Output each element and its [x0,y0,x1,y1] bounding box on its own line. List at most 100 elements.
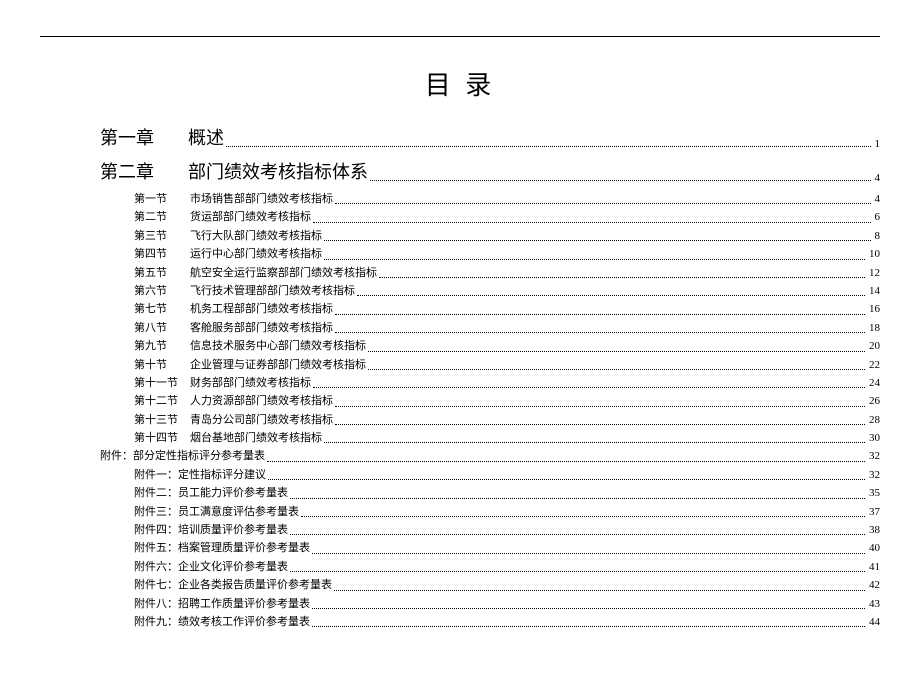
leader-dots [335,424,865,425]
section-text: 企业管理与证券部部门绩效考核指标 [190,358,366,373]
section-text: 市场销售部部门绩效考核指标 [190,192,333,207]
leader-dots [324,240,871,241]
page-number: 14 [867,284,880,299]
chapter-label: 第二章 [100,158,188,184]
section-row: 第二节货运部部门绩效考核指标6 [40,210,880,225]
page-number: 43 [867,597,880,612]
page-number: 12 [867,266,880,281]
page-number: 6 [873,210,881,225]
section-text: 信息技术服务中心部门绩效考核指标 [190,339,366,354]
top-divider [40,36,880,37]
section-label: 第十四节 [134,431,190,446]
section-label: 第八节 [134,321,190,336]
section-label: 第三节 [134,229,190,244]
page-number: 8 [873,229,881,244]
section-text: 机务工程部部门绩效考核指标 [190,302,333,317]
appendix-row: 附件一：定性指标评分建议32 [40,468,880,483]
page-number: 1 [873,138,881,150]
leader-dots [368,351,865,352]
leader-dots [334,590,865,591]
appendix-label: 附件五：档案管理质量评价参考量表 [134,541,310,556]
chapter-row: 第二章 部门绩效考核指标体系 4 [40,158,880,184]
chapter-text: 概述 [188,124,224,150]
page-number: 22 [867,358,880,373]
appendix-row: 附件四：培训质量评价参考量表38 [40,523,880,538]
section-label: 第六节 [134,284,190,299]
section-label: 第二节 [134,210,190,225]
chapter-text: 部门绩效考核指标体系 [188,158,368,184]
section-label: 第四节 [134,247,190,262]
section-label: 第七节 [134,302,190,317]
page-number: 28 [867,413,880,428]
section-label: 第十二节 [134,394,190,409]
page-number: 44 [867,615,880,630]
appendix-row: 附件九：绩效考核工作评价参考量表44 [40,615,880,630]
section-text: 人力资源部部门绩效考核指标 [190,394,333,409]
page-number: 16 [867,302,880,317]
section-row: 第四节运行中心部门绩效考核指标10 [40,247,880,262]
leader-dots [290,534,865,535]
leader-dots [313,387,865,388]
leader-dots [370,180,871,181]
section-row: 第一节市场销售部部门绩效考核指标 4 [40,192,880,207]
page-number: 32 [867,449,880,464]
appendix-label: 附件三：员工满意度评估参考量表 [134,505,299,520]
appendix-label: 附件一：定性指标评分建议 [134,468,266,483]
section-row: 第六节飞行技术管理部部门绩效考核指标 14 [40,284,880,299]
section-row: 第三节飞行大队部门绩效考核指标 8 [40,229,880,244]
page-number: 10 [867,247,880,262]
page-number: 40 [867,541,880,556]
section-row: 第八节客舱服务部部门绩效考核指标 18 [40,321,880,336]
appendix-row: 附件五：档案管理质量评价参考量表 40 [40,541,880,556]
appendix-row: 附件八：招聘工作质量评价参考量表43 [40,597,880,612]
page-number: 26 [867,394,880,409]
page-number: 41 [867,560,880,575]
appendix-header-row: 附件：部分定性指标评分参考量表 32 [40,449,880,464]
section-text: 青岛分公司部门绩效考核指标 [190,413,333,428]
leader-dots [379,277,865,278]
page-number: 35 [867,486,880,501]
leader-dots [357,295,865,296]
leader-dots [313,222,871,223]
section-row: 第十三节青岛分公司部门绩效考核指标28 [40,413,880,428]
leader-dots [335,203,871,204]
section-text: 客舱服务部部门绩效考核指标 [190,321,333,336]
appendix-label: 附件七：企业各类报告质量评价参考量表 [134,578,332,593]
section-label: 第五节 [134,266,190,281]
chapter-row: 第一章 概述 1 [40,124,880,150]
leader-dots [324,442,865,443]
page-number: 24 [867,376,880,391]
section-text: 航空安全运行监察部部门绩效考核指标 [190,266,377,281]
section-row: 第十四节烟台基地部门绩效考核指标30 [40,431,880,446]
leader-dots [290,571,865,572]
leader-dots [312,608,865,609]
page-number: 20 [867,339,880,354]
leader-dots [335,332,865,333]
section-text: 飞行大队部门绩效考核指标 [190,229,322,244]
appendix-label: 附件二：员工能力评价参考量表 [134,486,288,501]
leader-dots [301,516,865,517]
leader-dots [335,406,865,407]
page-number: 37 [867,505,880,520]
section-row: 第十二节人力资源部部门绩效考核指标 26 [40,394,880,409]
page-number: 42 [867,578,880,593]
section-row: 第七节机务工程部部门绩效考核指标 16 [40,302,880,317]
leader-dots [290,498,865,499]
section-text: 财务部部门绩效考核指标 [190,376,311,391]
leader-dots [312,626,865,627]
page-number: 18 [867,321,880,336]
section-label: 第十一节 [134,376,190,391]
leader-dots [312,553,865,554]
appendix-row: 附件六：企业文化评价参考量表41 [40,560,880,575]
leader-dots [226,146,871,147]
leader-dots [324,259,865,260]
section-label: 第十节 [134,358,190,373]
section-row: 第九节信息技术服务中心部门绩效考核指标20 [40,339,880,354]
chapter-label: 第一章 [100,124,188,150]
leader-dots [368,369,865,370]
leader-dots [335,314,865,315]
appendix-label: 附件四：培训质量评价参考量表 [134,523,288,538]
page-number: 4 [873,192,881,207]
section-label: 第一节 [134,192,190,207]
section-text: 飞行技术管理部部门绩效考核指标 [190,284,355,299]
